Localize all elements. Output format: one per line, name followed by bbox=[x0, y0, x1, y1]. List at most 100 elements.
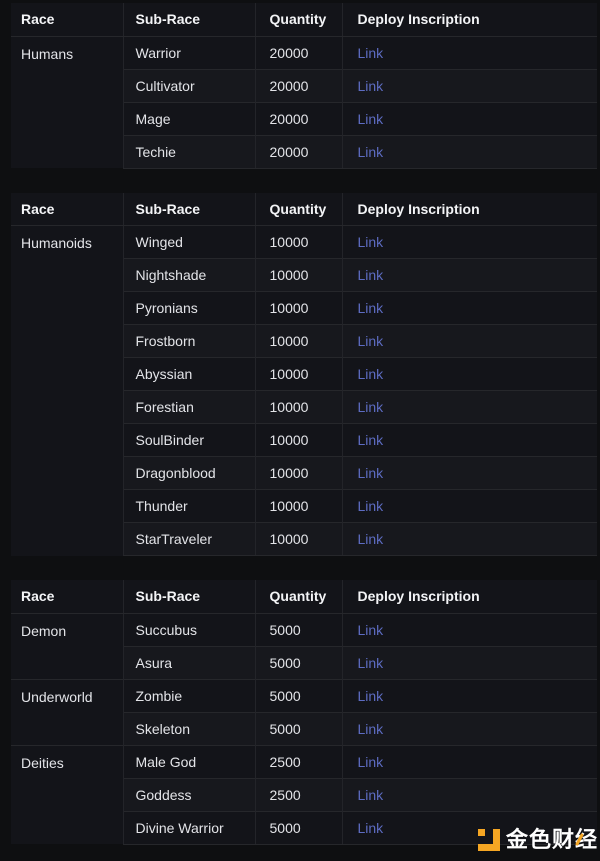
race-table-humans: Race Sub-Race Quantity Deploy Inscription Hu… bbox=[11, 3, 597, 169]
deploy-link[interactable]: Link bbox=[357, 234, 384, 250]
quantity-cell: 10000 bbox=[254, 291, 342, 325]
deploy-link[interactable]: Link bbox=[357, 465, 384, 481]
quantity-cell: 10000 bbox=[254, 357, 342, 391]
jinse-finance-watermark: 金色财经 bbox=[478, 826, 598, 854]
deploy-inscription-cell: Link bbox=[341, 612, 597, 646]
subrace-cell: Goddess bbox=[122, 777, 255, 811]
deploy-link[interactable]: Link bbox=[357, 720, 384, 737]
deploy-inscription-cell: Link bbox=[341, 810, 597, 845]
table-row: Demon Succubus 5000 Link bbox=[11, 612, 597, 679]
deploy-inscription-cell: Link bbox=[341, 68, 597, 102]
quantity-cell: 10000 bbox=[254, 258, 342, 292]
table-row: Humanoids Winged 10000 Link bbox=[11, 225, 597, 556]
column-header-sub-race: Sub-Race bbox=[122, 580, 255, 614]
quantity-cell: 5000 bbox=[254, 612, 342, 646]
deploy-inscription-cell: Link bbox=[341, 258, 597, 292]
subrace-cell: Abyssian bbox=[122, 357, 255, 391]
table-row: Cultivator 20000 Link bbox=[11, 68, 597, 102]
subrace-cell: Cultivator bbox=[122, 68, 255, 102]
deploy-inscription-cell: Link bbox=[341, 324, 597, 358]
jinse-logo-icon bbox=[478, 829, 500, 851]
subrace-cell: Winged bbox=[122, 225, 255, 259]
deploy-link[interactable]: Link bbox=[357, 366, 384, 382]
subrace-cell: Dragonblood bbox=[122, 456, 255, 490]
table-row: Thunder 10000 Link bbox=[11, 489, 597, 523]
quantity-cell: 5000 bbox=[254, 810, 342, 845]
deploy-link[interactable]: Link bbox=[357, 77, 384, 94]
deploy-inscription-cell: Link bbox=[341, 522, 597, 556]
quantity-cell: 2500 bbox=[254, 744, 342, 778]
table-row: Techie 20000 Link bbox=[11, 134, 597, 169]
table-row: Humans Warrior 20000 Link bbox=[11, 35, 597, 168]
deploy-link[interactable]: Link bbox=[357, 432, 384, 448]
quantity-cell: 20000 bbox=[254, 134, 342, 169]
race-cell: Humans bbox=[11, 35, 123, 168]
deploy-link[interactable]: Link bbox=[357, 786, 384, 803]
quantity-cell: 5000 bbox=[254, 678, 342, 712]
deploy-link[interactable]: Link bbox=[357, 110, 384, 127]
deploy-link[interactable]: Link bbox=[357, 753, 384, 770]
subrace-cell: Techie bbox=[122, 134, 255, 169]
subrace-cell: Mage bbox=[122, 101, 255, 135]
jinse-logo-text-wrap: 金色财经 bbox=[506, 826, 598, 854]
deploy-link[interactable]: Link bbox=[357, 399, 384, 415]
table-row: Frostborn 10000 Link bbox=[11, 324, 597, 358]
column-header-quantity: Quantity bbox=[254, 580, 342, 614]
subrace-cell: Asura bbox=[122, 645, 255, 679]
quantity-cell: 10000 bbox=[254, 489, 342, 523]
deploy-inscription-cell: Link bbox=[341, 390, 597, 424]
deploy-link[interactable]: Link bbox=[357, 654, 384, 671]
quantity-cell: 10000 bbox=[254, 390, 342, 424]
deploy-link[interactable]: Link bbox=[357, 819, 384, 836]
column-header-sub-race: Sub-Race bbox=[122, 3, 255, 37]
deploy-link[interactable]: Link bbox=[357, 44, 384, 61]
deploy-link[interactable]: Link bbox=[357, 687, 384, 704]
deploy-inscription-cell: Link bbox=[341, 645, 597, 679]
deploy-link[interactable]: Link bbox=[357, 267, 384, 283]
race-cell: Humanoids bbox=[11, 225, 123, 556]
deploy-link[interactable]: Link bbox=[357, 333, 384, 349]
deploy-link[interactable]: Link bbox=[357, 300, 384, 316]
column-header-quantity: Quantity bbox=[254, 3, 342, 37]
deploy-inscription-cell: Link bbox=[341, 744, 597, 778]
quantity-cell: 2500 bbox=[254, 777, 342, 811]
deploy-inscription-cell: Link bbox=[341, 711, 597, 745]
column-header-race: Race bbox=[11, 580, 123, 614]
deploy-inscription-cell: Link bbox=[341, 423, 597, 457]
race-cell: Demon bbox=[11, 612, 123, 679]
deploy-link[interactable]: Link bbox=[357, 531, 384, 547]
table-row: Divine Warrior 5000 Link bbox=[11, 810, 597, 845]
deploy-inscription-cell: Link bbox=[341, 134, 597, 169]
quantity-cell: 5000 bbox=[254, 645, 342, 679]
quantity-cell: 20000 bbox=[254, 68, 342, 102]
deploy-link[interactable]: Link bbox=[357, 498, 384, 514]
race-cell: Underworld bbox=[11, 678, 123, 745]
quantity-cell: 10000 bbox=[254, 456, 342, 490]
column-header-race: Race bbox=[11, 192, 123, 226]
table-row: StarTraveler 10000 Link bbox=[11, 522, 597, 556]
quantity-cell: 10000 bbox=[254, 225, 342, 259]
deploy-inscription-cell: Link bbox=[341, 225, 597, 259]
table-row: SoulBinder 10000 Link bbox=[11, 423, 597, 457]
subrace-cell: Male God bbox=[122, 744, 255, 778]
deploy-inscription-cell: Link bbox=[341, 678, 597, 712]
deploy-link[interactable]: Link bbox=[357, 621, 384, 638]
subrace-cell: SoulBinder bbox=[122, 423, 255, 457]
column-header-sub-race: Sub-Race bbox=[122, 192, 255, 226]
deploy-inscription-cell: Link bbox=[341, 456, 597, 490]
deploy-inscription-cell: Link bbox=[341, 489, 597, 523]
column-header-deploy-inscription: Deploy Inscription bbox=[341, 3, 597, 37]
subrace-cell: StarTraveler bbox=[122, 522, 255, 556]
column-header-race: Race bbox=[11, 3, 123, 37]
quantity-cell: 10000 bbox=[254, 522, 342, 556]
table-row: Deities Male God 2500 Link bbox=[11, 744, 597, 844]
column-header-deploy-inscription: Deploy Inscription bbox=[341, 192, 597, 226]
deploy-inscription-cell: Link bbox=[341, 777, 597, 811]
jinse-logo-text: 金色财经 bbox=[506, 827, 599, 852]
column-header-quantity: Quantity bbox=[254, 192, 342, 226]
deploy-link[interactable]: Link bbox=[357, 143, 384, 160]
subrace-cell: Skeleton bbox=[122, 711, 255, 745]
quantity-cell: 10000 bbox=[254, 423, 342, 457]
table-row: Underworld Zombie 5000 Link bbox=[11, 678, 597, 745]
